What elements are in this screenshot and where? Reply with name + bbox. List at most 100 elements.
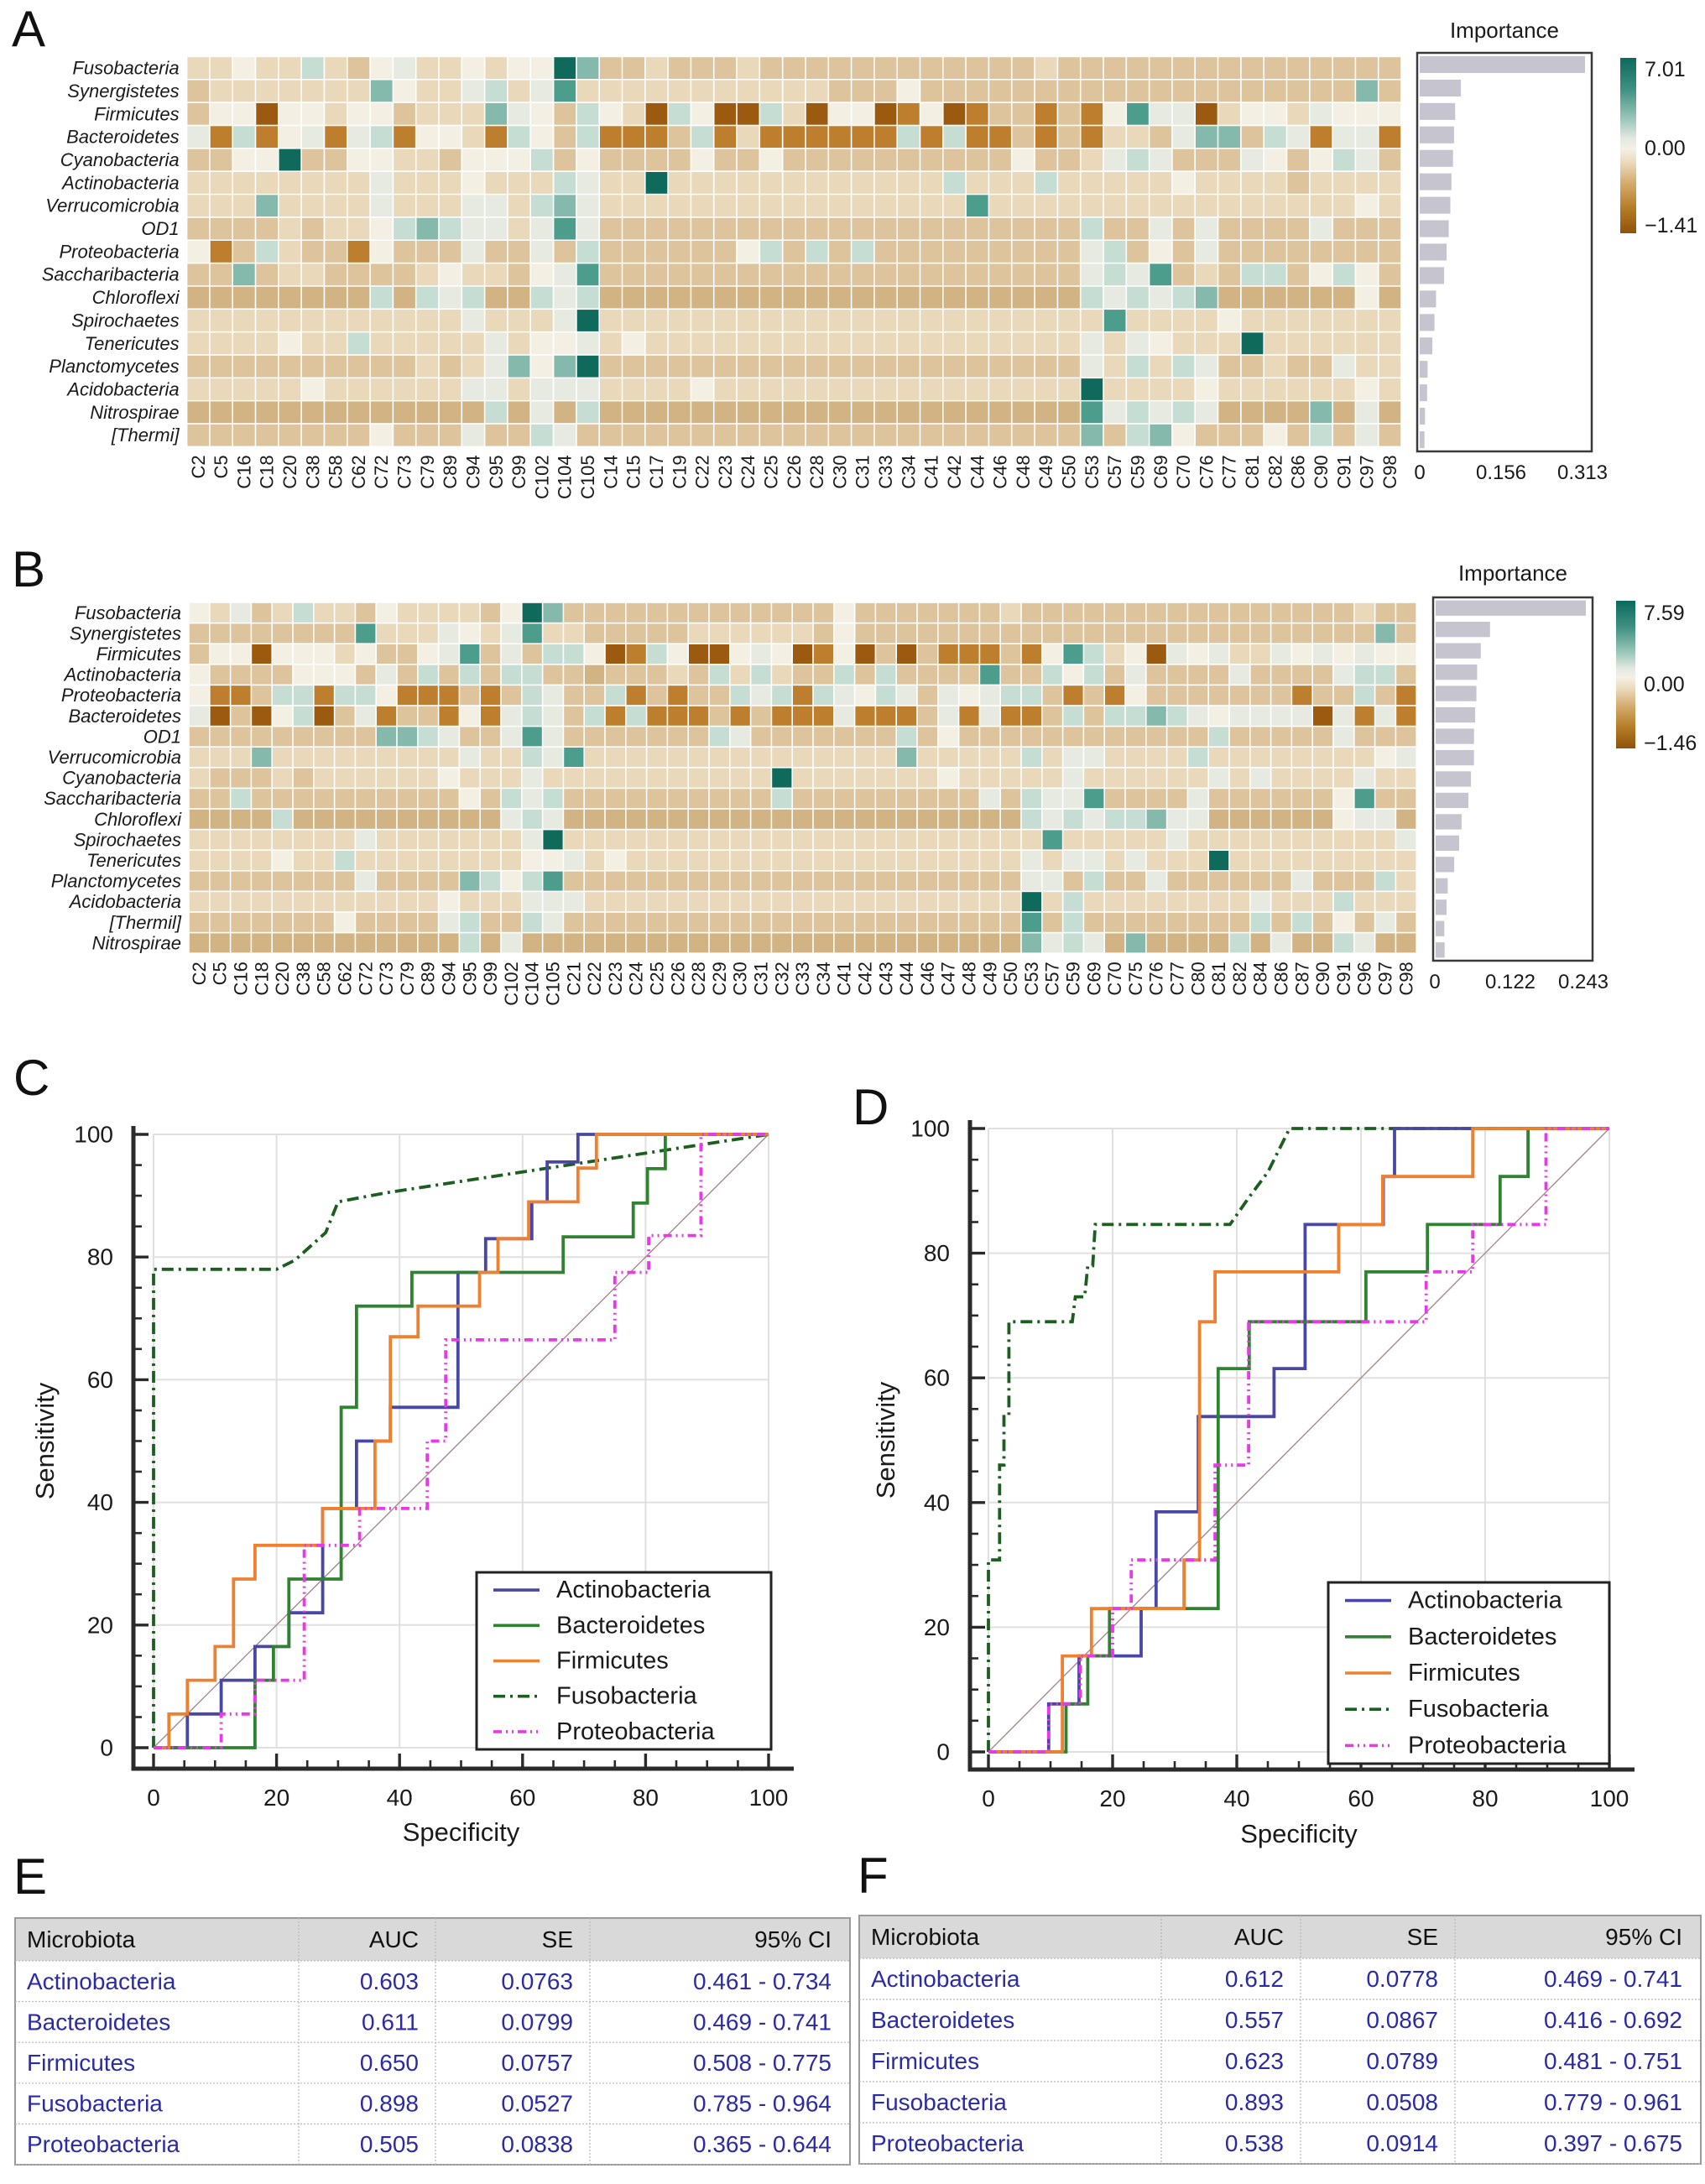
svg-text:C5: C5 (210, 962, 231, 985)
svg-text:0.898: 0.898 (360, 2091, 419, 2117)
svg-text:0.612: 0.612 (1225, 1966, 1284, 1992)
svg-text:C2: C2 (189, 962, 210, 985)
svg-text:7.01: 7.01 (1645, 58, 1686, 81)
svg-text:Actinobacteria: Actinobacteria (871, 1966, 1020, 1992)
svg-text:C29: C29 (709, 962, 730, 995)
svg-text:Bacteroidetes: Bacteroidetes (66, 127, 180, 148)
svg-text:C20: C20 (279, 455, 300, 488)
svg-text:C16: C16 (231, 962, 252, 995)
svg-text:Fusobacteria: Fusobacteria (72, 58, 179, 79)
svg-text:AUC: AUC (369, 1926, 419, 1952)
svg-text:C49: C49 (1035, 455, 1056, 488)
svg-text:C41: C41 (834, 962, 855, 995)
svg-text:C91: C91 (1333, 962, 1354, 995)
svg-text:0.481 - 0.751: 0.481 - 0.751 (1544, 2048, 1682, 2074)
svg-text:60: 60 (87, 1367, 113, 1393)
svg-text:Proteobacteria: Proteobacteria (61, 685, 181, 706)
svg-text:C58: C58 (326, 455, 347, 488)
svg-text:0: 0 (1414, 461, 1425, 484)
svg-text:C28: C28 (688, 962, 709, 995)
svg-text:95% CI: 95% CI (1605, 1924, 1682, 1950)
svg-text:Fusobacteria: Fusobacteria (27, 2091, 163, 2117)
svg-text:0.785 - 0.964: 0.785 - 0.964 (693, 2091, 832, 2117)
svg-text:Tenericutes: Tenericutes (85, 333, 180, 354)
svg-text:C97: C97 (1375, 962, 1396, 995)
svg-text:C53: C53 (1082, 455, 1103, 488)
svg-text:C99: C99 (508, 455, 529, 488)
svg-text:C89: C89 (418, 962, 439, 995)
svg-text:60: 60 (509, 1785, 535, 1811)
svg-text:C73: C73 (376, 962, 397, 995)
svg-text:100: 100 (1590, 1785, 1629, 1811)
svg-text:C46: C46 (990, 455, 1011, 488)
svg-text:20: 20 (1099, 1785, 1125, 1811)
svg-text:Actinobacteria: Actinobacteria (1408, 1587, 1563, 1614)
svg-text:0.779 - 0.961: 0.779 - 0.961 (1544, 2089, 1682, 2115)
svg-text:C104: C104 (555, 455, 576, 499)
svg-text:C19: C19 (669, 455, 690, 488)
svg-text:Chloroflexi: Chloroflexi (94, 809, 182, 830)
svg-text:C95: C95 (459, 962, 480, 995)
svg-text:40: 40 (387, 1785, 413, 1811)
svg-text:Fusobacteria: Fusobacteria (871, 2089, 1007, 2115)
svg-text:0.623: 0.623 (1225, 2048, 1284, 2074)
svg-text:C59: C59 (1063, 962, 1084, 995)
svg-text:80: 80 (924, 1240, 950, 1266)
svg-text:C38: C38 (293, 962, 314, 995)
svg-text:Firmicutes: Firmicutes (556, 1648, 669, 1675)
svg-text:C98: C98 (1379, 455, 1400, 488)
svg-text:SE: SE (542, 1926, 573, 1952)
svg-text:80: 80 (87, 1244, 113, 1270)
svg-text:Proteobacteria: Proteobacteria (871, 2130, 1025, 2156)
svg-text:C53: C53 (1021, 962, 1042, 995)
svg-text:Acidobacteria: Acidobacteria (68, 891, 181, 912)
svg-text:C72: C72 (371, 455, 392, 488)
svg-text:C80: C80 (1187, 962, 1208, 995)
svg-text:C20: C20 (272, 962, 293, 995)
svg-text:40: 40 (924, 1489, 950, 1515)
svg-text:C77: C77 (1219, 455, 1240, 488)
svg-text:C87: C87 (1291, 962, 1312, 995)
svg-text:Specificity: Specificity (1240, 1819, 1358, 1848)
svg-text:C72: C72 (355, 962, 376, 995)
svg-text:0.0914: 0.0914 (1366, 2130, 1438, 2156)
svg-text:Nitrospirae: Nitrospirae (92, 932, 181, 953)
svg-text:C50: C50 (1059, 455, 1080, 488)
svg-text:Spirochaetes: Spirochaetes (71, 310, 179, 331)
svg-text:0.0778: 0.0778 (1366, 1966, 1438, 1992)
svg-text:Cyanobacteria: Cyanobacteria (60, 149, 180, 170)
svg-text:[Thermi]: [Thermi] (111, 425, 180, 446)
svg-text:C33: C33 (792, 962, 813, 995)
svg-text:C50: C50 (1000, 962, 1021, 995)
svg-text:C42: C42 (855, 962, 876, 995)
svg-text:C86: C86 (1271, 962, 1292, 995)
svg-text:C22: C22 (692, 455, 713, 488)
svg-text:Actinobacteria: Actinobacteria (63, 665, 181, 685)
svg-text:Planctomycetes: Planctomycetes (49, 356, 179, 377)
svg-text:Firmicutes: Firmicutes (96, 644, 181, 665)
svg-text:E: E (13, 1848, 47, 1905)
svg-text:C26: C26 (667, 962, 688, 995)
svg-text:0.313: 0.313 (1557, 461, 1608, 484)
svg-text:0.557: 0.557 (1225, 2007, 1284, 2033)
svg-text:C105: C105 (543, 962, 564, 1006)
svg-text:C104: C104 (522, 962, 543, 1006)
svg-text:F: F (858, 1848, 889, 1904)
svg-text:0.508 - 0.775: 0.508 - 0.775 (693, 2050, 832, 2076)
svg-text:C75: C75 (1125, 962, 1146, 995)
svg-text:Sensitivity: Sensitivity (871, 1381, 900, 1499)
svg-text:OD1: OD1 (141, 218, 179, 239)
svg-text:Verrucomicrobia: Verrucomicrobia (45, 195, 179, 216)
svg-text:C28: C28 (806, 455, 827, 488)
svg-text:C47: C47 (938, 962, 959, 995)
svg-text:Synergistetes: Synergistetes (67, 81, 179, 102)
svg-text:Synergistetes: Synergistetes (70, 623, 181, 644)
svg-text:Firmicutes: Firmicutes (94, 103, 179, 124)
svg-text:C69: C69 (1083, 962, 1104, 995)
svg-text:C97: C97 (1357, 455, 1378, 488)
svg-text:C73: C73 (394, 455, 415, 488)
svg-text:0.365 - 0.644: 0.365 - 0.644 (693, 2131, 832, 2157)
svg-text:C25: C25 (761, 455, 782, 488)
svg-text:Firmicutes: Firmicutes (871, 2048, 979, 2074)
svg-text:−1.41: −1.41 (1645, 214, 1697, 237)
